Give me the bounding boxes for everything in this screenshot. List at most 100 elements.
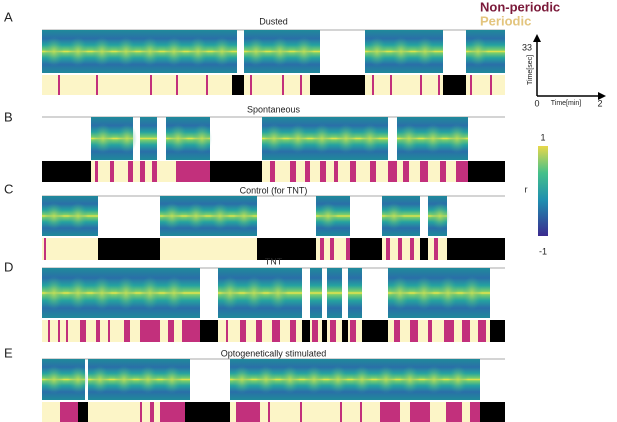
non-periodic-segment xyxy=(140,320,160,342)
panel-title: Optogenetically stimulated xyxy=(221,348,327,358)
heatmap-blob xyxy=(116,275,136,311)
arrow-head xyxy=(533,34,541,42)
heatmap-blob xyxy=(384,202,404,230)
y-max: 33 xyxy=(522,42,532,52)
non-periodic-segment xyxy=(320,238,324,260)
gap-segment xyxy=(210,161,262,182)
non-periodic-segment xyxy=(372,75,374,95)
non-periodic-segment xyxy=(403,161,409,182)
non-periodic-segment xyxy=(334,161,338,182)
heatmap-blob xyxy=(280,365,300,394)
non-periodic-segment xyxy=(268,402,270,422)
heatmap-blob xyxy=(90,365,110,394)
arrow-head xyxy=(598,92,606,100)
gap-segment xyxy=(468,161,505,182)
heatmap-blob xyxy=(244,275,264,311)
non-periodic-segment xyxy=(305,161,310,182)
gap-segment xyxy=(310,75,365,95)
non-periodic-segment xyxy=(240,320,246,342)
non-periodic-segment xyxy=(444,320,454,342)
gap-segment xyxy=(302,320,310,342)
non-periodic-segment xyxy=(312,320,318,342)
heatmap-blob xyxy=(447,123,467,154)
non-periodic-segment xyxy=(108,320,110,342)
non-periodic-segment xyxy=(270,161,275,182)
non-periodic-segment xyxy=(410,402,430,422)
non-periodic-segment xyxy=(290,320,296,342)
heatmap xyxy=(140,117,157,160)
non-periodic-segment xyxy=(470,75,472,95)
panel-title: Control (for TNT) xyxy=(240,185,308,195)
non-periodic-segment xyxy=(340,402,342,422)
heatmap-blob xyxy=(117,123,137,154)
non-periodic-segment xyxy=(388,161,397,182)
non-periodic-segment xyxy=(150,402,154,422)
non-periodic-segment xyxy=(256,320,262,342)
non-periodic-segment xyxy=(330,238,334,260)
heatmap-blob xyxy=(68,36,88,67)
non-periodic-segment xyxy=(80,320,86,342)
non-periodic-segment xyxy=(394,320,400,342)
non-periodic-segment xyxy=(176,161,210,182)
non-periodic-segment xyxy=(420,161,428,182)
heatmap-blob xyxy=(328,365,348,394)
colorbar-max: 1 xyxy=(540,132,545,142)
non-periodic-segment xyxy=(350,161,356,182)
non-periodic-segment xyxy=(490,75,492,95)
non-periodic-segment xyxy=(462,320,470,342)
non-periodic-segment xyxy=(272,320,280,342)
panel-title: Dusted xyxy=(259,16,288,26)
heatmap-blob xyxy=(164,275,184,311)
heatmap-blob xyxy=(423,123,443,154)
non-periodic-segment xyxy=(330,320,336,342)
heatmap-blob xyxy=(462,275,482,311)
panel-title: Spontaneous xyxy=(247,104,301,114)
non-periodic-segment xyxy=(60,402,78,422)
heatmap-blob xyxy=(210,202,230,230)
gap-segment xyxy=(42,161,91,182)
gap-segment xyxy=(232,75,244,95)
gap-segment xyxy=(185,402,230,422)
x-max: 2 xyxy=(597,98,602,108)
periodic-bar xyxy=(42,402,505,422)
non-periodic-segment xyxy=(160,402,185,422)
heatmap-blob xyxy=(44,275,64,311)
non-periodic-segment xyxy=(140,161,145,182)
heatmap-blob xyxy=(138,365,158,394)
non-periodic-segment xyxy=(350,320,356,342)
non-periodic-segment xyxy=(390,75,392,95)
non-periodic-segment xyxy=(346,238,350,260)
heatmap-blob xyxy=(246,36,266,67)
heatmap-blob xyxy=(352,365,372,394)
non-periodic-segment xyxy=(206,75,208,95)
heatmap-blob xyxy=(220,275,240,311)
non-periodic-segment xyxy=(140,402,142,422)
heatmap-blob xyxy=(468,36,488,67)
non-periodic-segment xyxy=(250,75,252,95)
heatmap-blob xyxy=(44,365,64,394)
non-periodic-segment xyxy=(182,320,200,342)
non-periodic-segment xyxy=(438,75,440,95)
heatmap-blob xyxy=(68,365,88,394)
non-periodic-segment xyxy=(95,161,98,182)
legend-non-periodic: Non-periodic xyxy=(480,0,560,14)
non-periodic-segment xyxy=(386,238,390,260)
gap-segment xyxy=(98,238,160,260)
non-periodic-segment xyxy=(150,75,152,95)
gap-segment xyxy=(447,238,505,260)
non-periodic-segment xyxy=(66,320,68,342)
gap-segment xyxy=(490,320,505,342)
non-periodic-segment xyxy=(48,320,50,342)
heatmap-blob xyxy=(256,365,276,394)
colorbar: 1 r -1 xyxy=(525,132,548,256)
heatmap xyxy=(310,268,322,318)
gap-segment xyxy=(342,320,348,342)
panel-title: TNT xyxy=(265,256,283,266)
non-periodic-segment xyxy=(410,238,414,260)
heatmap-blob xyxy=(140,36,160,67)
non-periodic-segment xyxy=(456,161,468,182)
gap-segment xyxy=(350,238,382,260)
heatmap-blob xyxy=(116,36,136,67)
panel-letter: C xyxy=(4,181,13,196)
gap-segment xyxy=(200,320,218,342)
